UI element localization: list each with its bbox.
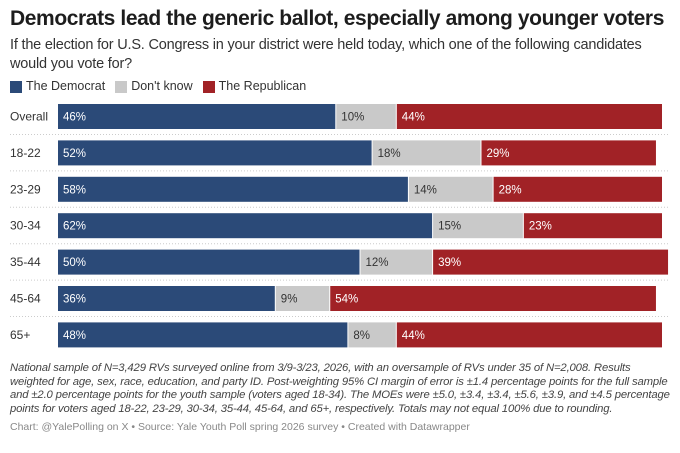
bar-segment [481, 140, 656, 166]
bar-segment [396, 322, 662, 348]
bar-segment [58, 104, 336, 129]
legend-swatch [10, 80, 22, 93]
chart-subtitle: If the election for U.S. Congress in you… [10, 37, 642, 72]
data-label: 46% [63, 112, 86, 124]
category-label: 65+ [10, 328, 30, 342]
data-label: 14% [414, 184, 437, 196]
category-label: 35-44 [10, 255, 41, 269]
bar-segment [275, 286, 330, 311]
bar-segment [523, 213, 662, 239]
bar-segment [58, 213, 433, 239]
data-label: 9% [281, 294, 298, 306]
data-label: 28% [499, 184, 522, 196]
bar-segment [336, 104, 396, 129]
bar-segment [493, 176, 662, 202]
data-label: 29% [487, 148, 510, 160]
bar-chart: Overall 46% 10% 44% 18-22 52% 18% 29% 23-29 58% 14… [10, 104, 670, 348]
data-label: 12% [366, 257, 389, 269]
data-label: 18% [378, 148, 401, 160]
legend-label: The Democrat [26, 79, 106, 93]
legend-swatch [202, 80, 215, 93]
data-label: 62% [63, 221, 86, 233]
data-label: 50% [63, 257, 86, 269]
category-label: Overall [10, 110, 48, 124]
bar-segment [58, 249, 360, 275]
category-label: 45-64 [10, 292, 41, 306]
category-label: 23-29 [10, 182, 41, 196]
bar-segment [58, 286, 275, 311]
bar-segment [348, 322, 396, 348]
legend-swatch [115, 80, 128, 93]
chart-notes: National sample of N=3,429 RVs surveyed … [10, 362, 670, 416]
data-label: 39% [438, 257, 461, 269]
legend-item-republican: The Republican [202, 79, 307, 94]
data-label: 44% [402, 330, 425, 342]
legend-item-dont-know: Don't know [115, 79, 193, 94]
legend-label: The Republican [218, 79, 307, 93]
category-label: 30-34 [10, 219, 41, 233]
bar-segment [433, 213, 523, 239]
bar-segment [396, 104, 662, 129]
data-label: 58% [63, 184, 86, 196]
bar-segment [372, 140, 481, 166]
chart-title: Democrats lead the generic ballot, espec… [10, 7, 664, 30]
bar-segment [58, 176, 408, 202]
data-label: 23% [529, 221, 552, 233]
data-label: 10% [341, 112, 364, 124]
legend-label: Don't know [131, 79, 193, 93]
data-label: 15% [438, 221, 461, 233]
legend-item-democrat: The Democrat [10, 79, 105, 94]
legend: The Democrat Don't know The Republican [10, 79, 670, 94]
bar-segment [58, 140, 372, 166]
category-label: 18-22 [10, 146, 41, 160]
bar-segment [330, 286, 656, 311]
bar-segment [58, 322, 348, 348]
data-label: 44% [402, 112, 425, 124]
chart-credit: Chart: @YalePolling on X • Source: Yale … [10, 420, 470, 433]
data-label: 8% [353, 330, 370, 342]
bar-segment [433, 249, 669, 275]
bar-segment [408, 176, 493, 202]
data-label: 48% [63, 330, 86, 342]
bar-segment [360, 249, 433, 275]
data-label: 52% [63, 148, 86, 160]
data-label: 54% [335, 294, 358, 306]
data-label: 36% [63, 294, 86, 306]
